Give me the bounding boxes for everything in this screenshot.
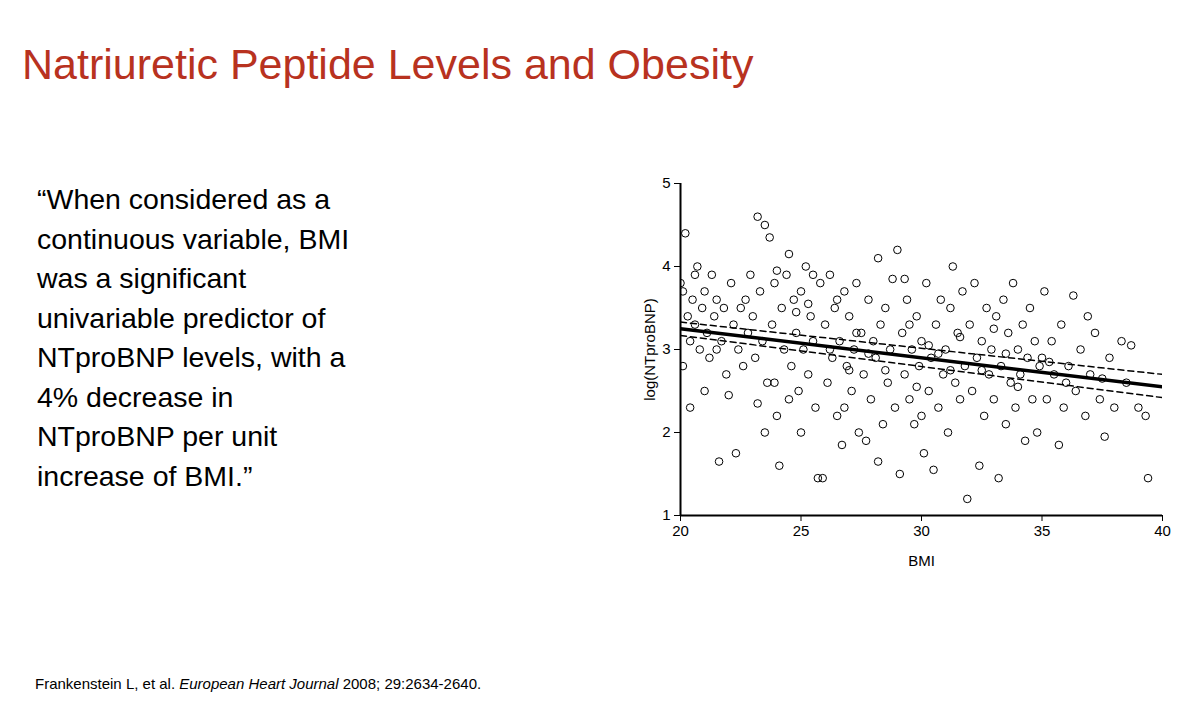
svg-text:3: 3 [662, 340, 670, 357]
html-text:univariable predictor of: univariable predictor of [37, 301, 326, 334]
html-text:“When considered as a: “When considered as a [37, 183, 331, 215]
html-text:NTproBNP levels, with a: NTproBNP levels, with a [37, 341, 346, 373]
html-text:NTproBNP per unit: NTproBNP per unit [37, 420, 278, 452]
svg-text:2: 2 [662, 423, 670, 440]
svg-text:BMI: BMI [908, 552, 935, 569]
svg-text:log(NTproBNP): log(NTproBNP) [641, 298, 658, 401]
svg-text:5: 5 [662, 174, 670, 191]
svg-text:1: 1 [662, 506, 670, 523]
html-text:increase of BMI.”: increase of BMI.” [37, 459, 253, 492]
html-text:was a significant: was a significant [37, 262, 247, 294]
svg-text:4: 4 [662, 257, 670, 274]
svg-text:20: 20 [672, 522, 689, 539]
html-text:continuous variable, BMI: continuous variable, BMI [37, 222, 350, 255]
svg-text:35: 35 [1034, 522, 1051, 539]
svg-text:40: 40 [1154, 522, 1171, 539]
svg-text:25: 25 [793, 522, 810, 539]
html-text:Frankenstein L, et al. Europea: Frankenstein L, et al. European Heart Jo… [35, 675, 482, 692]
html-text:4% decrease in: 4% decrease in [37, 380, 234, 413]
html-text:Natriuretic Peptide Levels and: Natriuretic Peptide Levels and Obesity [22, 40, 754, 88]
svg-text:30: 30 [913, 522, 930, 539]
